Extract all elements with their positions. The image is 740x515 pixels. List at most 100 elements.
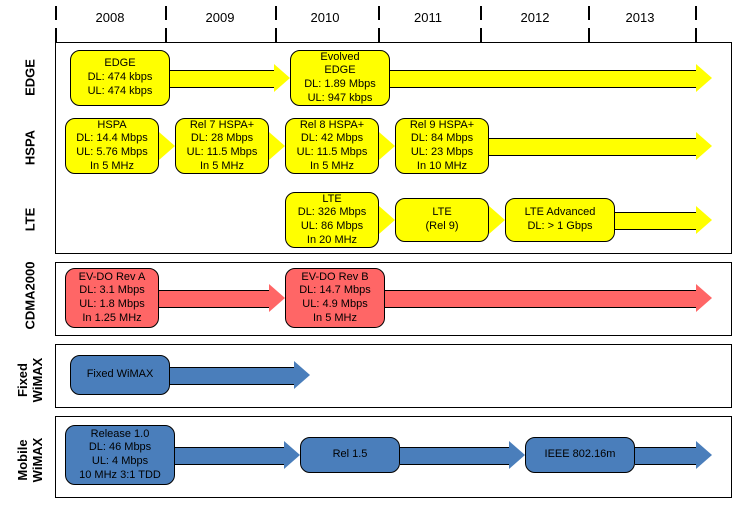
year-label: 2013: [610, 10, 670, 25]
tick: [588, 6, 590, 20]
year-label: 2008: [80, 10, 140, 25]
node-line: UL: 5.76 Mbps: [76, 146, 148, 160]
arrow-head: [379, 132, 395, 160]
arrow-head: [696, 206, 712, 234]
node-line: UL: 474 kbps: [88, 85, 153, 99]
node-cdma2: EV-DO Rev BDL: 14.7 MbpsUL: 4.9 MbpsIn 5…: [285, 268, 385, 328]
arrow-head: [269, 284, 285, 312]
arrow: [390, 70, 696, 88]
node-line: EDGE: [324, 64, 355, 78]
arrow: [489, 138, 696, 156]
node-hspa4: Rel 9 HSPA+DL: 84 MbpsUL: 23 MbpsIn 10 M…: [395, 118, 489, 174]
node-line: DL: 3.1 Mbps: [79, 284, 144, 298]
node-line: EV-DO Rev B: [301, 271, 368, 285]
node-line: In 5 MHz: [200, 160, 244, 174]
node-line: DL: 326 Mbps: [298, 206, 366, 220]
node-edge1: EDGEDL: 474 kbpsUL: 474 kbps: [70, 50, 170, 106]
node-line: In 5 MHz: [310, 160, 354, 174]
node-line: IEEE 802.16m: [545, 448, 616, 462]
arrow-head: [489, 206, 505, 234]
node-line: HSPA: [97, 119, 126, 133]
node-line: UL: 86 Mbps: [301, 220, 363, 234]
tick: [378, 28, 380, 42]
arrow-head: [696, 284, 712, 312]
arrow: [170, 70, 274, 88]
arrow-head: [696, 441, 712, 469]
node-line: In 1.25 MHz: [82, 312, 141, 326]
node-line: DL: > 1 Gbps: [527, 220, 592, 234]
node-line: 10 MHz 3:1 TDD: [79, 469, 161, 483]
node-line: DL: 28 Mbps: [191, 132, 253, 146]
arrow-head: [696, 64, 712, 92]
tick: [695, 28, 697, 42]
arrow-head: [284, 441, 300, 469]
arrow-head: [159, 132, 175, 160]
node-line: UL: 1.8 Mbps: [79, 298, 144, 312]
node-line: UL: 11.5 Mbps: [187, 146, 258, 160]
node-line: DL: 14.4 Mbps: [76, 132, 148, 146]
row-label-lte: LTE: [23, 180, 38, 260]
row-label-edge: EDGE: [23, 38, 38, 118]
node-line: In 20 MHz: [307, 234, 357, 248]
arrow-head: [696, 132, 712, 160]
arrow: [175, 447, 284, 465]
node-line: UL: 4.9 Mbps: [302, 298, 367, 312]
node-line: Rel 7 HSPA+: [190, 119, 254, 133]
row-label-hspa: HSPA: [23, 108, 38, 188]
year-label: 2009: [190, 10, 250, 25]
arrow: [385, 290, 696, 308]
arrow: [400, 447, 509, 465]
row-label-cdma: CDMA2000: [23, 256, 38, 336]
arrow: [159, 290, 269, 308]
node-cdma1: EV-DO Rev ADL: 3.1 MbpsUL: 1.8 MbpsIn 1.…: [65, 268, 159, 328]
node-line: Rel 9 HSPA+: [410, 119, 474, 133]
tick: [588, 28, 590, 42]
arrow: [635, 447, 696, 465]
node-line: Evolved: [320, 51, 359, 65]
tick: [480, 6, 482, 20]
arrow-head: [509, 441, 525, 469]
year-label: 2010: [295, 10, 355, 25]
node-fw1: Fixed WiMAX: [70, 355, 170, 395]
node-line: EV-DO Rev A: [79, 271, 146, 285]
node-line: DL: 1.89 Mbps: [304, 78, 376, 92]
node-edge2: EvolvedEDGEDL: 1.89 MbpsUL: 947 kbps: [290, 50, 390, 106]
node-line: Rel 1.5: [333, 448, 368, 462]
tick: [55, 6, 57, 20]
node-line: In 10 MHz: [417, 160, 467, 174]
node-line: LTE Advanced: [525, 206, 596, 220]
row-label-fwimax: FixedWiMAX: [15, 340, 45, 420]
node-line: UL: 11.5 Mbps: [297, 146, 368, 160]
arrow: [170, 367, 294, 385]
year-label: 2012: [505, 10, 565, 25]
node-mw2: Rel 1.5: [300, 437, 400, 473]
node-line: (Rel 9): [425, 220, 458, 234]
node-line: Fixed WiMAX: [87, 368, 154, 382]
arrow-head: [269, 132, 285, 160]
tick: [378, 6, 380, 20]
arrow: [615, 212, 696, 230]
tick: [275, 6, 277, 20]
node-lte3: LTE AdvancedDL: > 1 Gbps: [505, 198, 615, 242]
arrow-head: [294, 361, 310, 389]
node-hspa1: HSPADL: 14.4 MbpsUL: 5.76 MbpsIn 5 MHz: [65, 118, 159, 174]
node-lte1: LTEDL: 326 MbpsUL: 86 MbpsIn 20 MHz: [285, 192, 379, 248]
node-mw1: Release 1.0DL: 46 MbpsUL: 4 Mbps10 MHz 3…: [65, 425, 175, 485]
node-line: Rel 8 HSPA+: [300, 119, 364, 133]
node-line: DL: 84 Mbps: [411, 132, 473, 146]
node-line: DL: 14.7 Mbps: [299, 284, 371, 298]
node-line: In 5 MHz: [313, 312, 357, 326]
node-line: LTE: [322, 193, 341, 207]
tick: [275, 28, 277, 42]
arrow-head: [379, 206, 395, 234]
node-line: Release 1.0: [91, 428, 150, 442]
node-hspa2: Rel 7 HSPA+DL: 28 MbpsUL: 11.5 MbpsIn 5 …: [175, 118, 269, 174]
node-line: UL: 23 Mbps: [411, 146, 473, 160]
tick: [165, 28, 167, 42]
node-line: DL: 474 kbps: [88, 71, 153, 85]
node-line: DL: 46 Mbps: [89, 441, 151, 455]
node-line: LTE: [432, 206, 451, 220]
row-label-mwimax: MobileWiMAX: [15, 420, 45, 500]
node-lte2: LTE(Rel 9): [395, 198, 489, 242]
node-line: In 5 MHz: [90, 160, 134, 174]
